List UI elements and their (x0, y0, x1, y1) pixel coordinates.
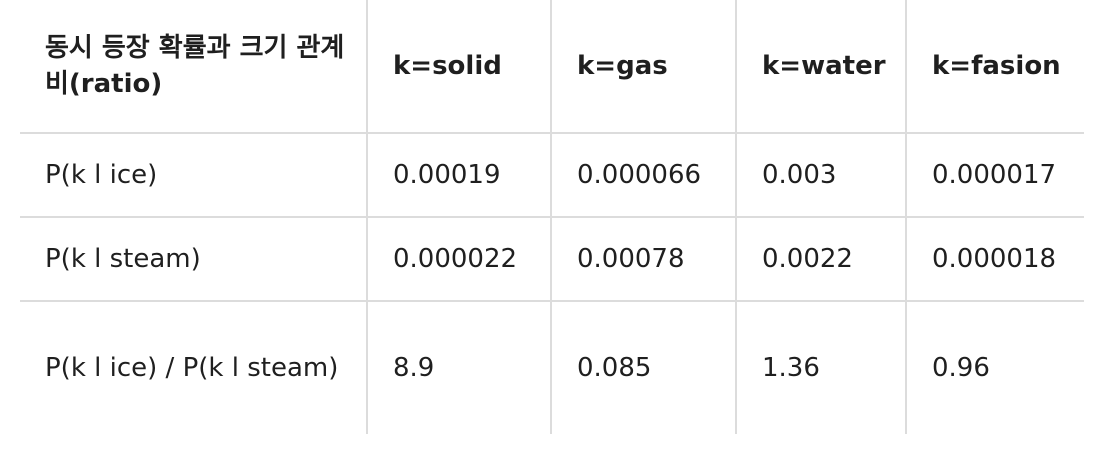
table-cell: 0.000017 (906, 133, 1084, 218)
row-label: P(k l ice) (20, 133, 368, 218)
table-cell: 1.36 (736, 301, 907, 434)
table-row: P(k l ice) 0.00019 0.000066 0.003 0.0000… (20, 133, 1084, 218)
table-row: P(k l ice) / P(k l steam) 8.9 0.085 1.36… (20, 301, 1084, 434)
table-cell: 0.96 (932, 353, 990, 383)
table-cell: 0.0022 (736, 217, 907, 302)
table-cell: 8.9 (367, 301, 552, 434)
header-cell-gas: k=gas (551, 0, 737, 134)
table-cell: 0.000066 (551, 133, 737, 218)
table-cell: 0.000022 (367, 217, 552, 302)
probability-ratio-table: 동시 등장 확률과 크기 관계 비(ratio) k=solid k=gas k… (20, 0, 1084, 434)
table-cell: 0.085 (551, 301, 737, 434)
header-cell-solid: k=solid (367, 0, 552, 134)
header-cell-fasion: k=fasion (906, 0, 1084, 134)
row-label: P(k l steam) (20, 217, 368, 302)
table-cell: 0.000018 (906, 217, 1084, 302)
table-cell: 0.003 (736, 133, 907, 218)
row-label: P(k l ice) / P(k l steam) (20, 301, 368, 434)
table-container: 동시 등장 확률과 크기 관계 비(ratio) k=solid k=gas k… (20, 0, 1084, 434)
header-row: 동시 등장 확률과 크기 관계 비(ratio) k=solid k=gas k… (20, 0, 1084, 134)
table-cell: 0.00019 (367, 133, 552, 218)
header-cell-ratio: 동시 등장 확률과 크기 관계 비(ratio) (20, 0, 368, 134)
table-row: P(k l steam) 0.000022 0.00078 0.0022 0.0… (20, 217, 1084, 302)
header-cell-water: k=water (736, 0, 907, 134)
table-cell: 0.00078 (551, 217, 737, 302)
